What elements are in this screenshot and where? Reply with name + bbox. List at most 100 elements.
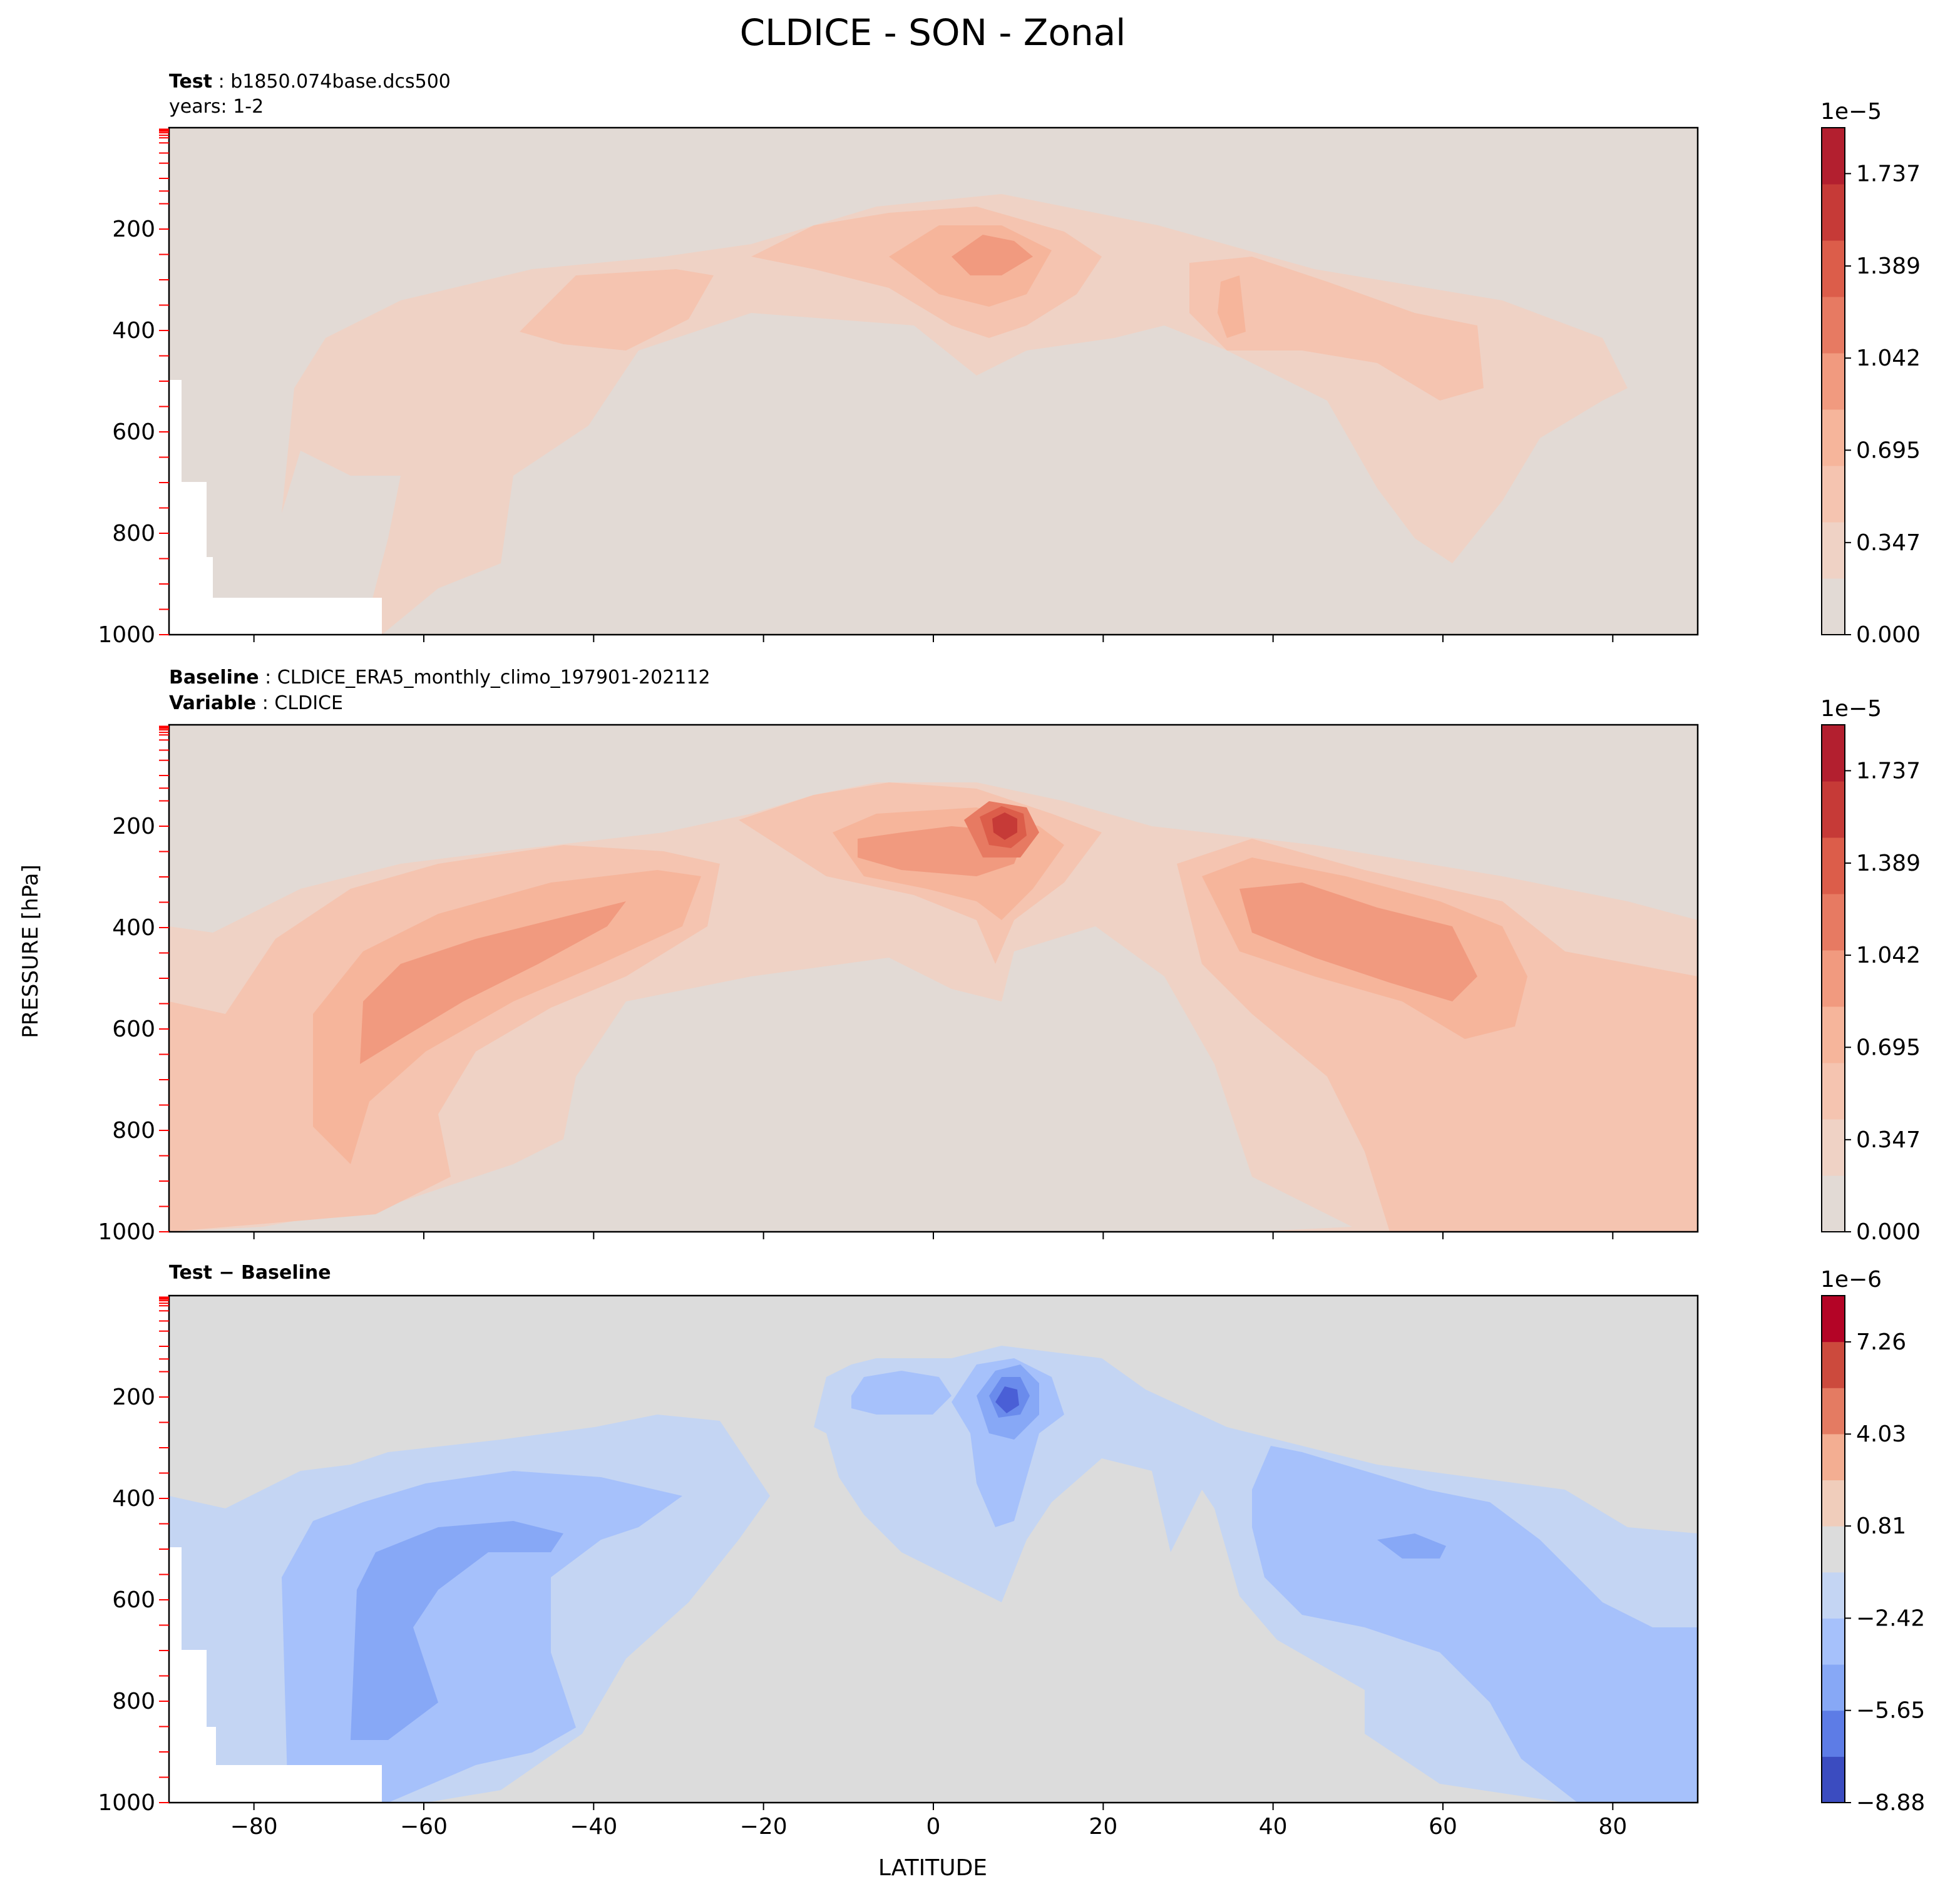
diff-colorbar-segment	[1822, 1296, 1845, 1343]
diff-colorbar-segment	[1822, 1618, 1845, 1665]
test-level-4	[952, 235, 1033, 275]
diff-colorbar-tick-label: 0.81	[1856, 1513, 1906, 1539]
x-axis-label: LATITUDE	[878, 1855, 987, 1881]
baseline-variable-key: Variable	[169, 692, 256, 714]
baseline-header-key: Baseline	[169, 667, 259, 688]
test-years: years: 1-2	[169, 96, 264, 118]
test-colorbar-tick-label: 0.695	[1856, 438, 1921, 463]
figure-title: CLDICE - SON - Zonal	[740, 11, 1126, 54]
baseline-colorbar-segment	[1822, 950, 1845, 1007]
panel-baseline: Baseline : CLDICE_ERA5_monthly_climo_197…	[169, 667, 1698, 1232]
diff-level-2b	[1252, 1446, 1698, 1803]
diff-y-tick-label: 200	[112, 1385, 155, 1410]
test-colorbar-segment	[1822, 578, 1845, 635]
baseline-level-4	[360, 901, 626, 1064]
test-contour-plot	[169, 128, 1698, 635]
diff-level-2c	[851, 1371, 952, 1415]
baseline-colorbar-tick-label: 1.737	[1856, 758, 1921, 784]
baseline-colorbar-segment	[1822, 1175, 1845, 1232]
test-colorbar-exponent: 1e−5	[1820, 99, 1882, 125]
panel-diff-header: Test − Baseline	[169, 1262, 331, 1284]
diff-colorbar-segment	[1822, 1664, 1845, 1711]
baseline-y-tick-label: 1000	[98, 1219, 155, 1245]
diff-y-tick-label: 1000	[98, 1790, 155, 1816]
diff-colorbar-tick-label: −2.42	[1856, 1605, 1925, 1631]
test-header-value: : b1850.074base.dcs500	[212, 71, 451, 93]
test-colorbar-segment	[1822, 184, 1845, 241]
baseline-level-4b	[1239, 883, 1477, 1001]
x-tick-label: −20	[740, 1814, 788, 1840]
test-y-tick-label: 400	[112, 318, 155, 344]
x-tick-label: 40	[1259, 1814, 1288, 1840]
diff-y-tick-label: 400	[112, 1486, 155, 1512]
test-header-key: Test	[169, 71, 212, 93]
test-masked-surface	[169, 380, 382, 635]
diff-level-5	[995, 1386, 1019, 1413]
test-level-2	[520, 269, 714, 351]
x-tick-label: 60	[1429, 1814, 1457, 1840]
baseline-y-tick-label: 400	[112, 915, 155, 941]
diff-level-3b	[1377, 1533, 1446, 1559]
baseline-colorbar-segment	[1822, 1063, 1845, 1120]
diff-colorbar-exponent: 1e−6	[1820, 1267, 1882, 1292]
test-colorbar-segment	[1822, 522, 1845, 579]
baseline-y-tick-label: 600	[112, 1016, 155, 1042]
baseline-colorbar-tick-label: 0.347	[1856, 1127, 1921, 1153]
baseline-colorbar-tick-label: 0.000	[1856, 1219, 1921, 1245]
baseline-colorbar-exponent: 1e−5	[1820, 696, 1882, 722]
diff-masked-surface	[169, 1547, 382, 1803]
y-axis-label: PRESSURE [hPa]	[18, 864, 43, 1038]
test-y-tick-label: 1000	[98, 622, 155, 648]
x-tick-label: 0	[926, 1814, 941, 1840]
baseline-y-tick-label: 800	[112, 1118, 155, 1144]
diff-y-tick-label: 600	[112, 1587, 155, 1613]
test-colorbar-segment	[1822, 240, 1845, 297]
test-colorbar-tick-label: 1.737	[1856, 161, 1921, 187]
panel-diff: Test − Baseline	[169, 1262, 1698, 1803]
baseline-colorbar-segment	[1822, 1119, 1845, 1176]
baseline-contour-plot	[169, 725, 1698, 1232]
test-colorbar-segment	[1822, 353, 1845, 410]
diff-colorbar-tick-label: 7.26	[1856, 1329, 1906, 1355]
baseline-y-tick-label: 200	[112, 814, 155, 839]
baseline-level-7	[992, 812, 1017, 840]
baseline-colorbar-segment	[1822, 781, 1845, 838]
baseline-colorbar-segment	[1822, 894, 1845, 951]
diff-y-tick-label: 800	[112, 1689, 155, 1714]
diff-colorbar-segment	[1822, 1526, 1845, 1573]
test-colorbar-tick-label: 0.347	[1856, 530, 1921, 556]
x-tick-label: 20	[1089, 1814, 1117, 1840]
diff-contour-plot	[169, 1296, 1698, 1803]
x-tick-label: −60	[400, 1814, 448, 1840]
baseline-colorbar-segment	[1822, 1006, 1845, 1063]
diff-colorbar-segment	[1822, 1756, 1845, 1803]
panel-test: Test : b1850.074base.dcs500 years: 1-2	[169, 71, 1698, 635]
baseline-variable-value: : CLDICE	[256, 692, 343, 714]
baseline-colorbar-segment	[1822, 725, 1845, 782]
x-tick-label: −80	[230, 1814, 278, 1840]
panel-baseline-header: Baseline : CLDICE_ERA5_monthly_climo_197…	[169, 667, 711, 714]
x-tick-label: 80	[1598, 1814, 1627, 1840]
diff-header-line-1: Test − Baseline	[169, 1262, 331, 1284]
diff-colorbar-segment	[1822, 1480, 1845, 1527]
panel-test-header: Test : b1850.074base.dcs500 years: 1-2	[169, 71, 451, 118]
x-tick-label: −40	[570, 1814, 617, 1840]
baseline-colorbar-tick-label: 1.389	[1856, 851, 1921, 876]
diff-colorbar-segment	[1822, 1388, 1845, 1435]
diff-header-key: Test − Baseline	[169, 1262, 331, 1284]
diff-level-3	[351, 1521, 563, 1740]
test-y-tick-label: 200	[112, 217, 155, 242]
test-colorbar-tick-label: 0.000	[1856, 622, 1921, 648]
baseline-header-line-1: Baseline : CLDICE_ERA5_monthly_climo_197…	[169, 667, 711, 688]
baseline-colorbar-segment	[1822, 837, 1845, 894]
test-level-3b	[1218, 275, 1246, 338]
test-colorbar-frame	[1821, 127, 1845, 635]
baseline-colorbar-tick-label: 0.695	[1856, 1035, 1921, 1060]
baseline-header-value: : CLDICE_ERA5_monthly_climo_197901-20211…	[259, 667, 711, 688]
test-colorbar-segment	[1822, 128, 1845, 185]
diff-colorbar-tick-label: 4.03	[1856, 1421, 1906, 1447]
test-colorbar-segment	[1822, 466, 1845, 523]
test-header-line-2: years: 1-2	[169, 96, 264, 118]
